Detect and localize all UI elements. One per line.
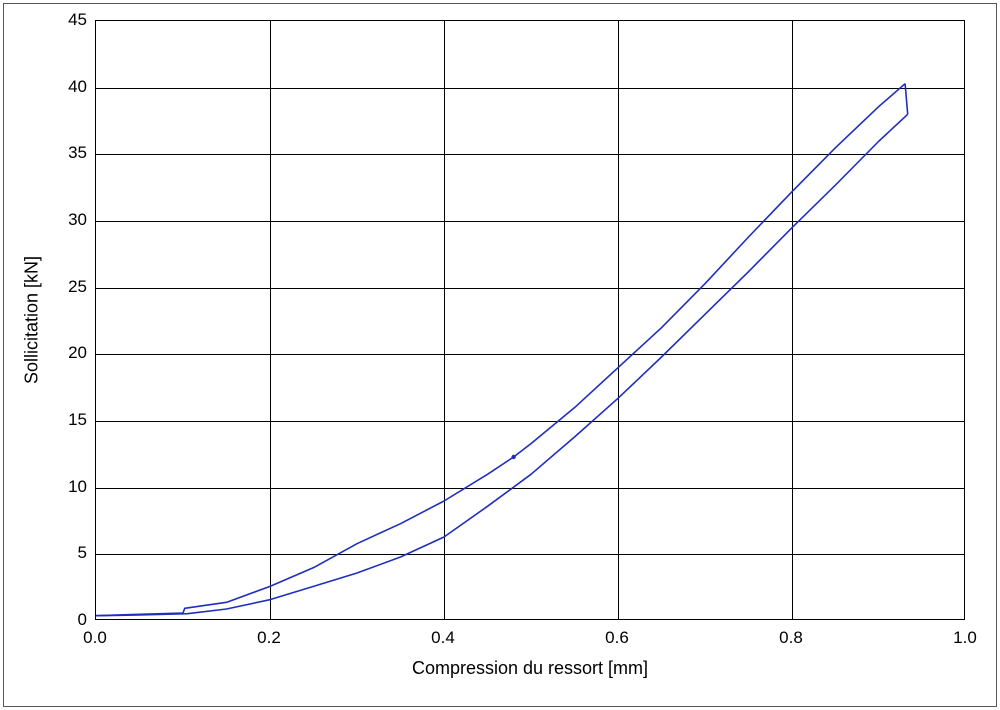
y-tick-label: 30 xyxy=(68,210,87,230)
y-tick-label: 10 xyxy=(68,477,87,497)
x-tick-label: 1.0 xyxy=(953,628,977,648)
y-tick-label: 5 xyxy=(78,543,87,563)
curve-upper xyxy=(96,84,905,616)
curve-drop xyxy=(905,84,908,115)
x-axis-label: Compression du ressort [mm] xyxy=(412,658,648,679)
hysteresis-curve xyxy=(96,21,966,621)
x-tick-label: 0.4 xyxy=(431,628,455,648)
x-tick-label: 0.8 xyxy=(779,628,803,648)
x-tick-label: 0.2 xyxy=(257,628,281,648)
y-tick-label: 40 xyxy=(68,77,87,97)
y-tick-label: 25 xyxy=(68,277,87,297)
y-tick-label: 0 xyxy=(78,610,87,630)
curve-lower xyxy=(96,114,908,615)
y-axis-label: Sollicitation [kN] xyxy=(22,256,43,384)
x-tick-label: 0.6 xyxy=(605,628,629,648)
y-tick-label: 45 xyxy=(68,10,87,30)
hysteresis-chart: 0 5 10 15 20 25 30 35 40 45 0.0 0.2 0.4 0.6 0.8 1.0 Comp… xyxy=(0,0,1000,710)
plot-area xyxy=(95,20,965,620)
curve-marker xyxy=(511,455,515,459)
y-tick-label: 35 xyxy=(68,143,87,163)
y-tick-label: 15 xyxy=(68,410,87,430)
y-tick-label: 20 xyxy=(68,343,87,363)
x-tick-label: 0.0 xyxy=(83,628,107,648)
